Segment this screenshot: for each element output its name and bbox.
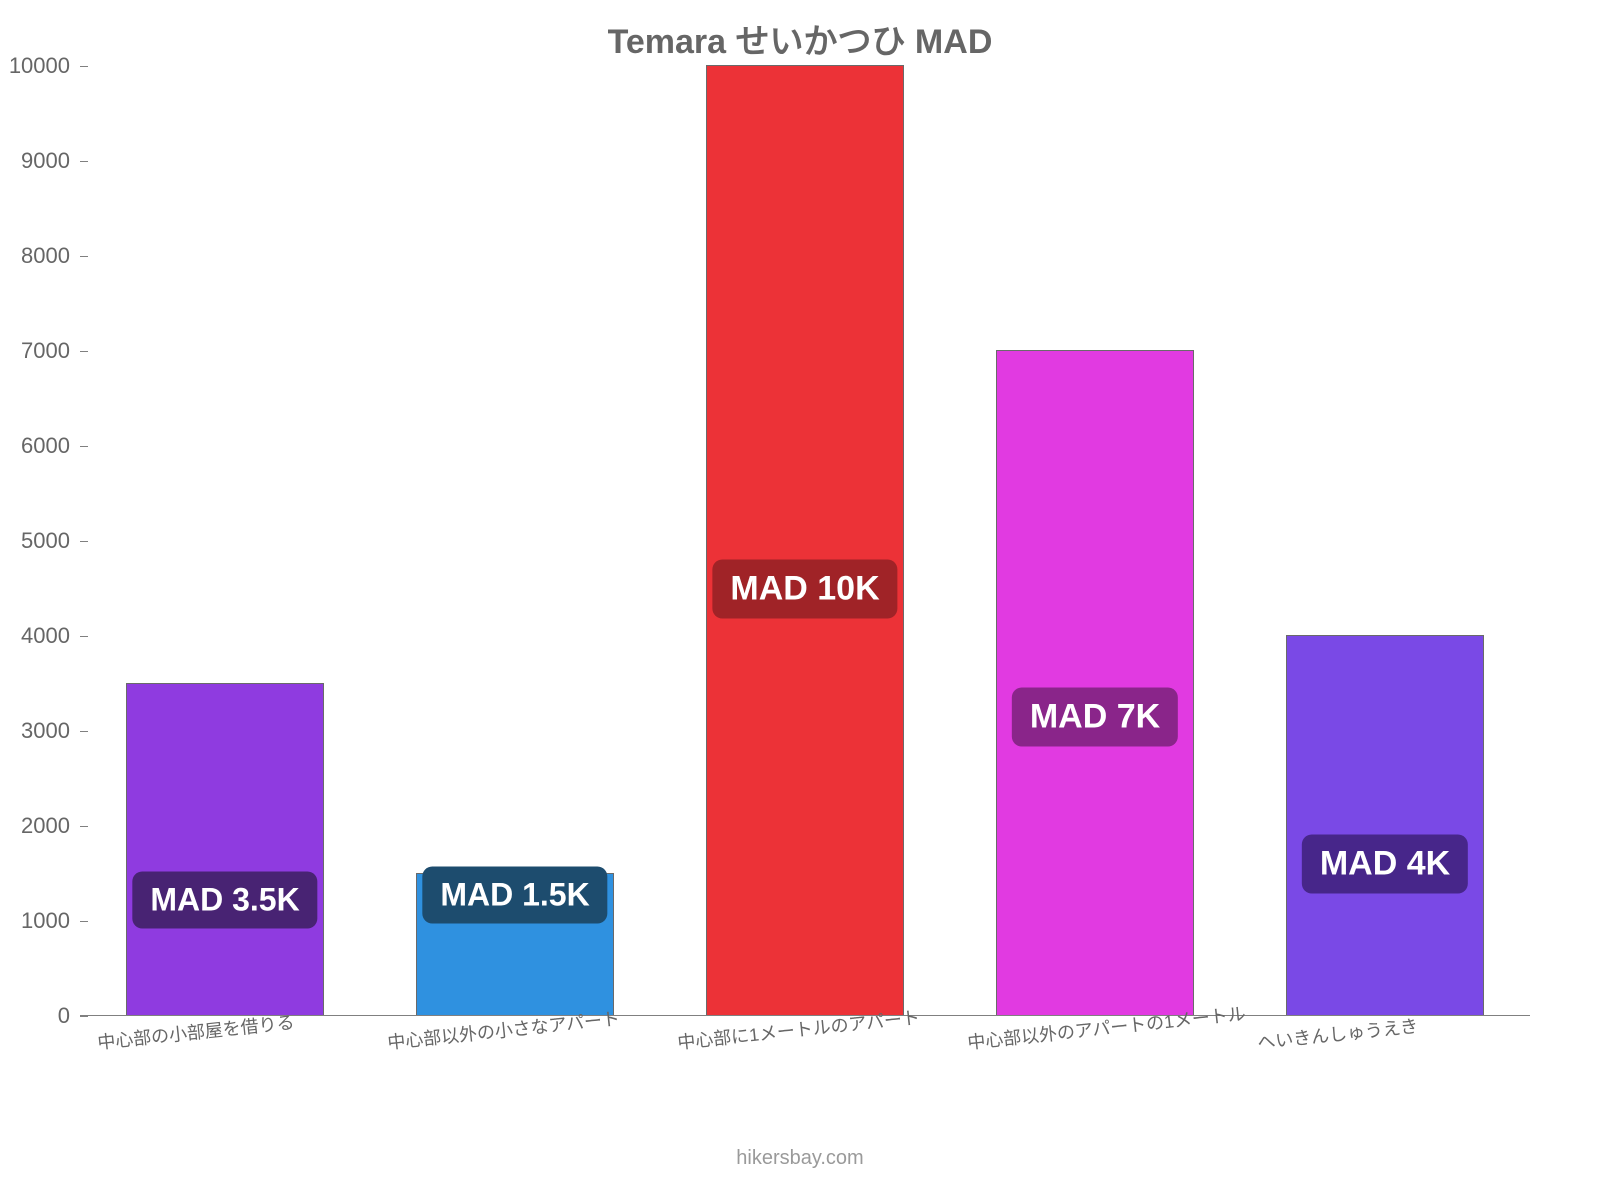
y-tick-mark [80, 351, 88, 352]
y-tick-label: 9000 [21, 148, 80, 174]
y-tick-mark [80, 731, 88, 732]
value-badge: MAD 7K [1012, 687, 1178, 746]
y-tick-label: 4000 [21, 623, 80, 649]
y-tick-mark [80, 1016, 88, 1017]
bar [126, 683, 323, 1016]
bar-border [996, 350, 1193, 1015]
source-footer: hikersbay.com [0, 1147, 1600, 1170]
y-tick-mark [80, 446, 88, 447]
value-badge: MAD 10K [712, 559, 897, 618]
value-badge: MAD 1.5K [422, 866, 607, 923]
y-tick-mark [80, 921, 88, 922]
y-tick-mark [80, 161, 88, 162]
y-tick-mark [80, 826, 88, 827]
bar-border [706, 65, 903, 1015]
y-tick-label: 2000 [21, 813, 80, 839]
value-badge: MAD 3.5K [132, 871, 317, 928]
value-badge: MAD 4K [1302, 835, 1468, 894]
y-tick-mark [80, 66, 88, 67]
y-tick-label: 8000 [21, 243, 80, 269]
y-tick-label: 7000 [21, 338, 80, 364]
y-tick-mark [80, 541, 88, 542]
y-tick-label: 5000 [21, 528, 80, 554]
y-tick-mark [80, 256, 88, 257]
y-tick-label: 10000 [9, 53, 80, 79]
y-tick-label: 1000 [21, 908, 80, 934]
bar-border [1286, 635, 1483, 1015]
y-tick-mark [80, 636, 88, 637]
bar [996, 350, 1193, 1015]
bar-border [126, 683, 323, 1016]
x-category-label: 中心部の小部屋を借りる [96, 1008, 296, 1055]
chart-title: Temara せいかつひ MAD [0, 14, 1600, 63]
bar [1286, 635, 1483, 1015]
y-tick-label: 0 [58, 1003, 80, 1029]
y-tick-label: 6000 [21, 433, 80, 459]
plot-area: 0100020003000400050006000700080009000100… [80, 66, 1530, 1016]
x-category-label: へいきんしゅうえき [1256, 1012, 1419, 1055]
bar [706, 65, 903, 1015]
chart-container: Temara せいかつひ MAD 01000200030004000500060… [0, 0, 1600, 1200]
y-tick-label: 3000 [21, 718, 80, 744]
